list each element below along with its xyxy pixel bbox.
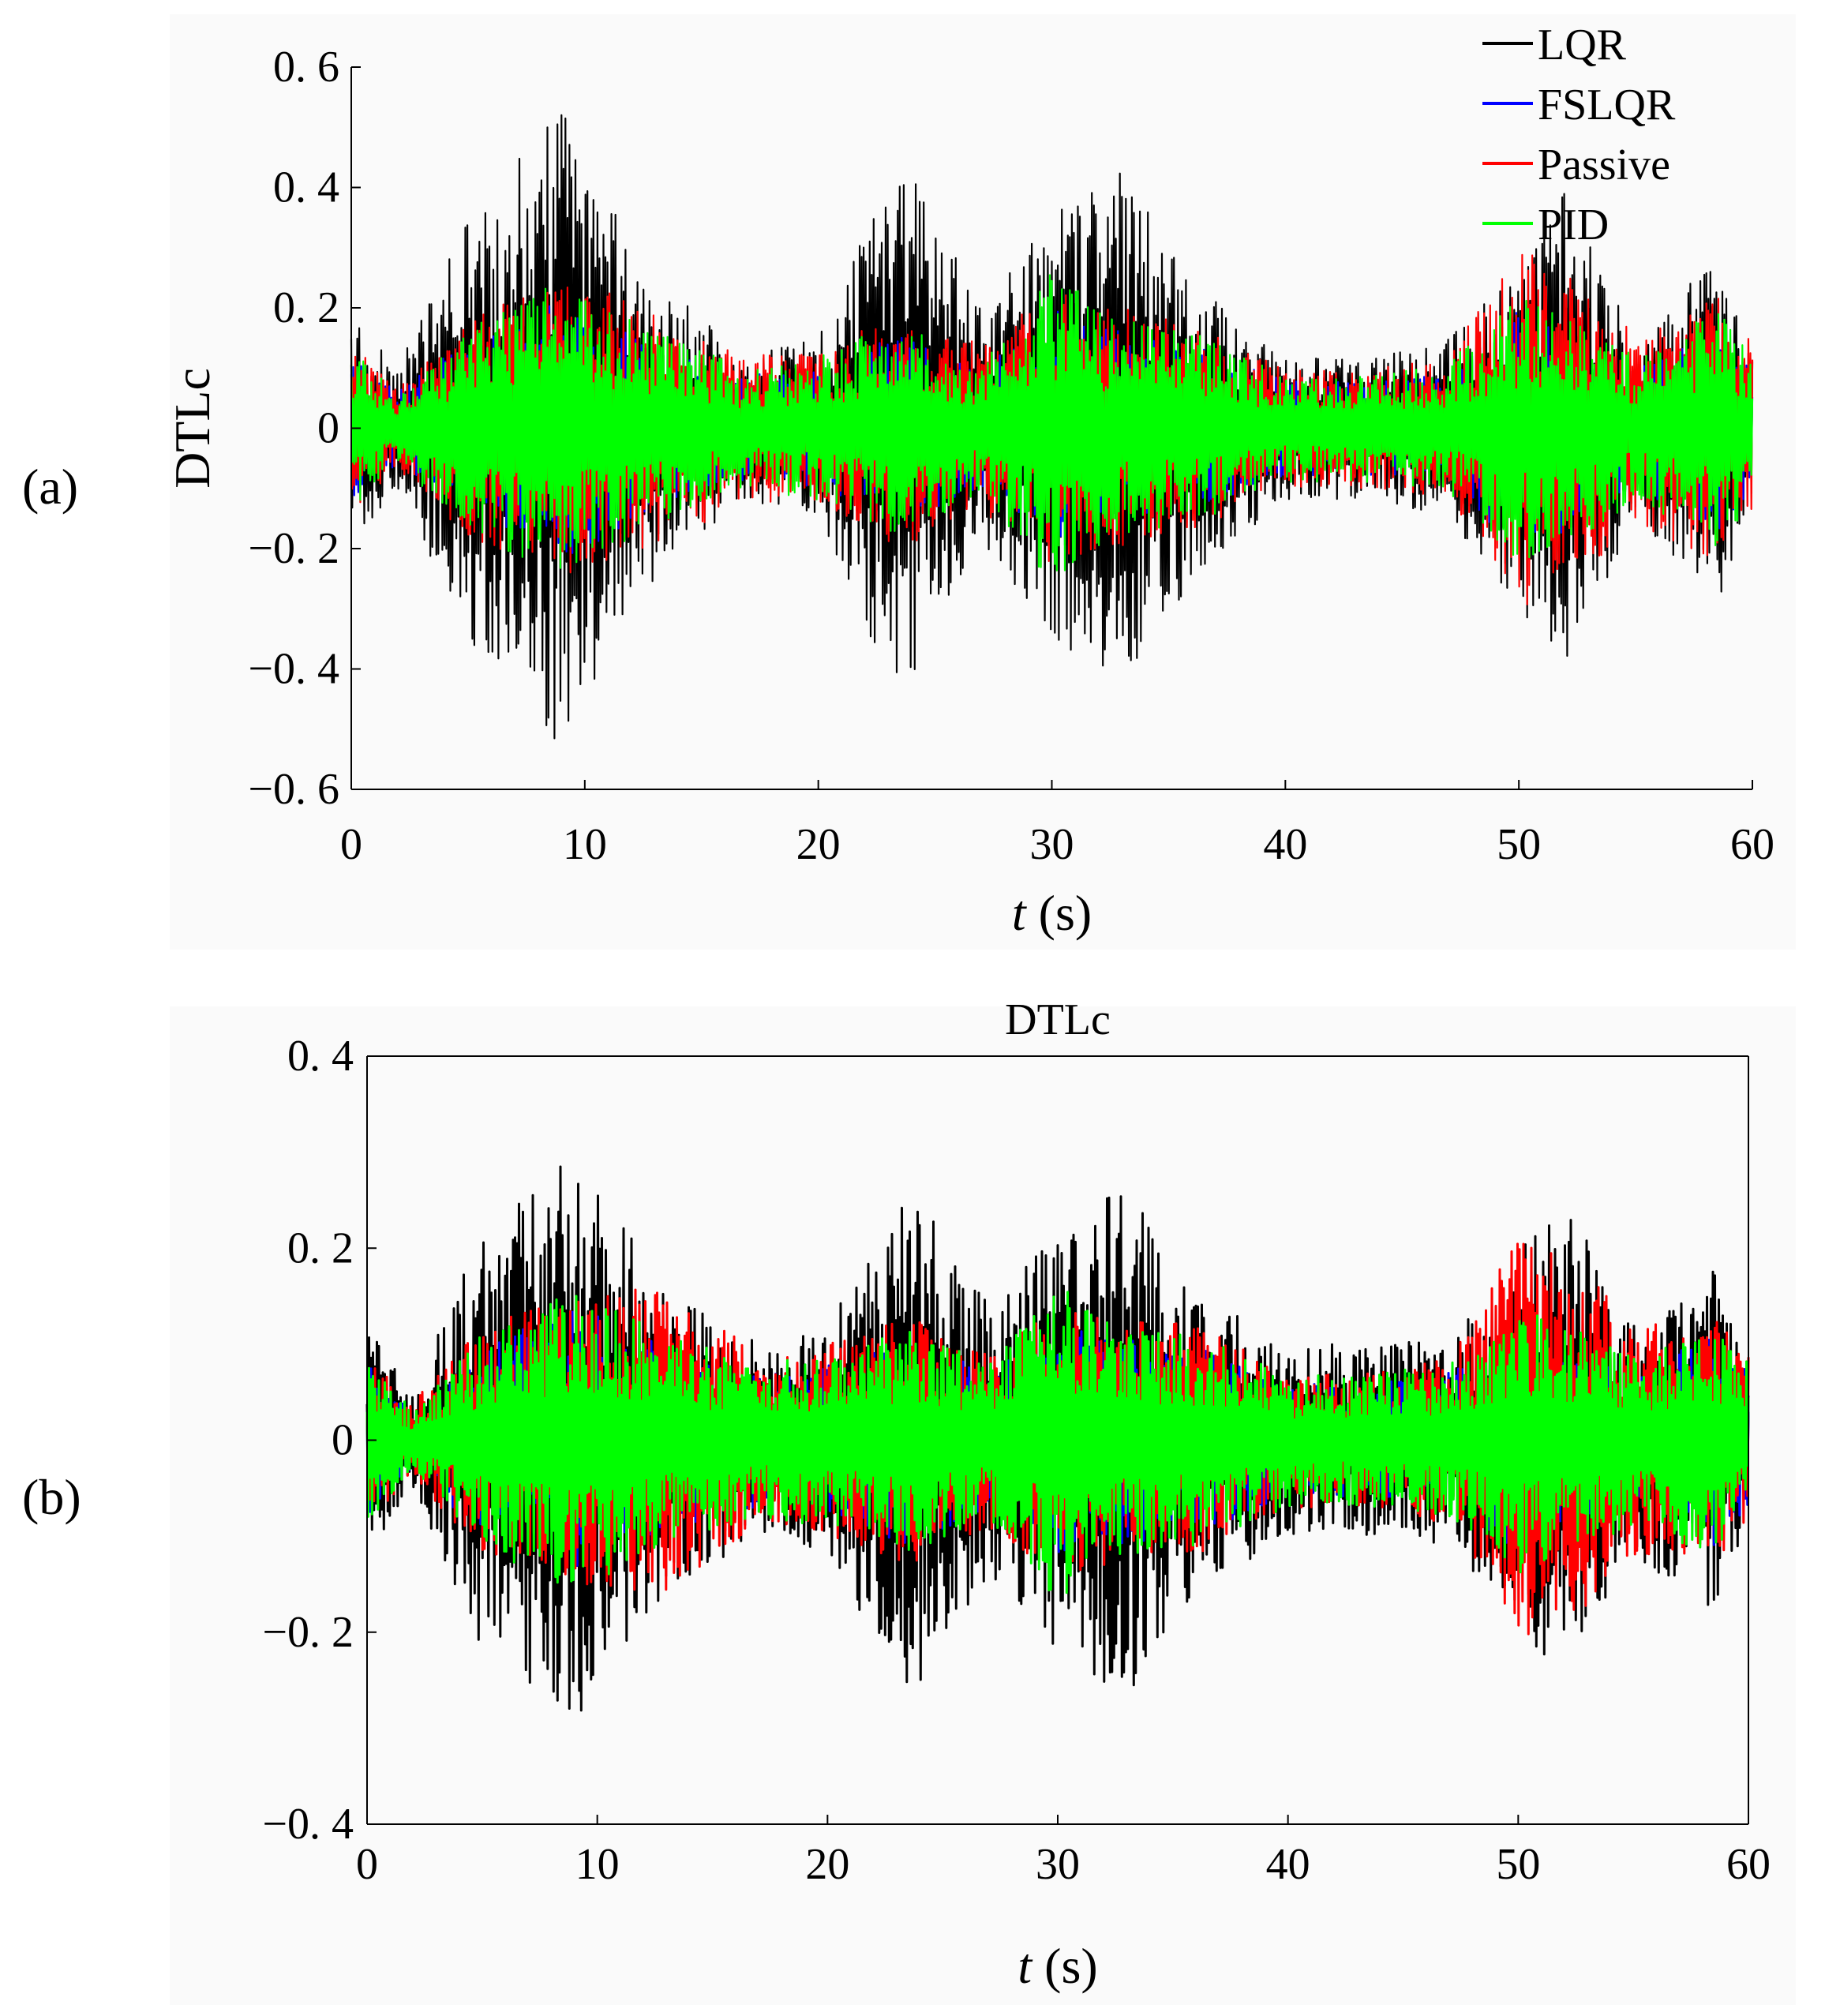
chart-title: DTLc	[1005, 995, 1111, 1044]
x-tick-label: 20	[805, 1840, 849, 1889]
x-tick-label: 30	[1036, 1840, 1080, 1889]
y-axis-label: DTLc	[164, 368, 220, 489]
chart-a: 0. 60. 40. 20−0. 2−0. 4−0. 60 10 20 30 40 50 6…	[164, 43, 1774, 941]
x-tick-label: 40	[1266, 1840, 1310, 1889]
x-tick-label: 30	[1030, 820, 1074, 869]
chart-b: 0. 40. 20−0. 2−0. 40 10 20 30 40 50 60t (s)DTL…	[262, 995, 1771, 1994]
x-tick-label: 50	[1497, 820, 1541, 869]
x-tick-label: 0	[356, 1840, 378, 1889]
y-tick-label: −0. 2	[248, 524, 339, 573]
y-tick-label: 0	[317, 404, 339, 453]
y-tick-label: 0. 4	[273, 163, 339, 212]
x-tick-label: 0	[340, 820, 362, 869]
series-line-pid	[365, 1291, 1750, 1594]
x-tick-label: 50	[1496, 1840, 1540, 1889]
y-tick-label: −0. 6	[248, 765, 339, 814]
x-tick-label: 40	[1263, 820, 1307, 869]
y-tick-label: 0. 2	[273, 283, 339, 332]
x-tick-label: 20	[796, 820, 841, 869]
x-tick-label: 10	[575, 1840, 620, 1889]
y-tick-label: 0. 6	[273, 43, 339, 92]
y-tick-label: −0. 4	[262, 1800, 354, 1849]
x-axis-label: t (s)	[1017, 1938, 1097, 1994]
y-tick-label: −0. 4	[248, 645, 339, 694]
y-tick-label: 0. 4	[287, 1032, 354, 1081]
legend: LQR FSLQR Passive PID	[1482, 21, 1676, 249]
legend-label-passive: Passive	[1538, 141, 1670, 189]
y-tick-label: −0. 2	[262, 1608, 354, 1657]
x-axis-label: t (s)	[1012, 885, 1092, 941]
y-tick-label: 0. 2	[287, 1223, 354, 1272]
legend-label-lqr: LQR	[1538, 21, 1627, 69]
legend-label-pid: PID	[1538, 200, 1609, 249]
series-line-pid	[350, 274, 1754, 571]
panel-label-b: (b)	[22, 1469, 81, 1525]
x-tick-label: 60	[1726, 1840, 1771, 1889]
y-tick-label: 0	[332, 1416, 354, 1465]
panel-label-a: (a)	[22, 459, 79, 515]
x-tick-label: 60	[1730, 820, 1774, 869]
legend-label-fslqr: FSLQR	[1538, 81, 1676, 129]
x-tick-label: 10	[563, 820, 607, 869]
